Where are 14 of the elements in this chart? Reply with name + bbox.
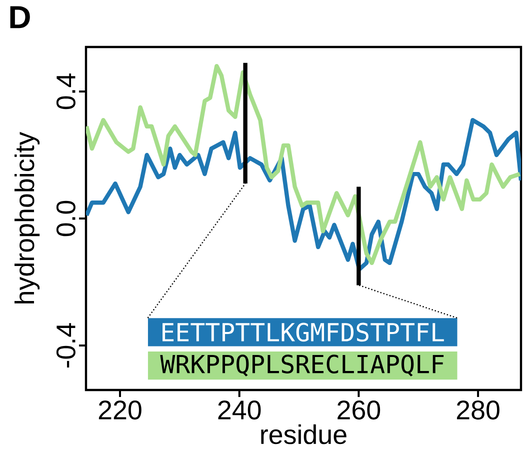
y-tick-label: 0.0 (56, 200, 76, 236)
y-tick-label: -0.4 (56, 323, 76, 368)
annotation: EETTPTTLKGMFDSTPTFL (162, 322, 444, 342)
annotation: WRKPPQPLSRECLIAPQLF (160, 354, 444, 376)
x-tick-label: 260 (338, 400, 380, 420)
y-axis-title: hydrophobicity (14, 132, 40, 304)
line-series (86, 64, 521, 266)
line-series (86, 118, 521, 272)
chart-title: D (10, 6, 30, 28)
x-tick-label: 220 (98, 400, 142, 420)
x-tick-label: 240 (218, 400, 261, 420)
y-tick-label: 0.4 (56, 74, 76, 110)
x-axis-title: residue (261, 424, 346, 444)
x-tick-label: 280 (456, 400, 500, 420)
